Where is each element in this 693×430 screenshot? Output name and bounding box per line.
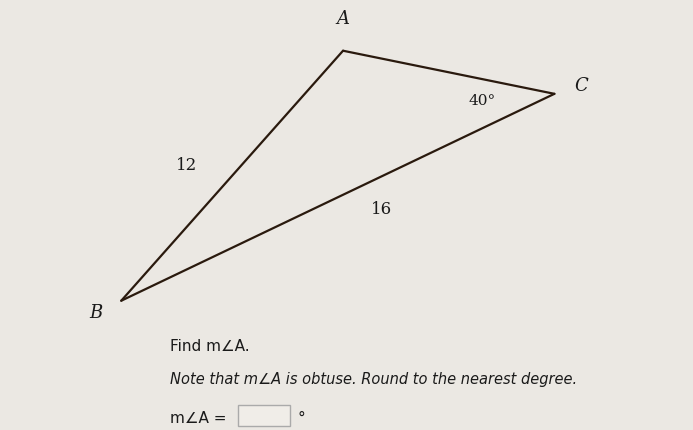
Text: A: A — [337, 10, 349, 28]
Text: 16: 16 — [371, 200, 392, 217]
Text: B: B — [89, 303, 103, 321]
Text: Find m∠A.: Find m∠A. — [170, 339, 249, 353]
Text: 40°: 40° — [468, 94, 495, 108]
Text: 12: 12 — [176, 157, 198, 174]
Text: m∠A =: m∠A = — [170, 410, 227, 424]
Text: °: ° — [298, 410, 306, 424]
Text: C: C — [574, 77, 588, 95]
Text: Note that m∠A is obtuse. Round to the nearest degree.: Note that m∠A is obtuse. Round to the ne… — [170, 371, 577, 386]
FancyBboxPatch shape — [238, 405, 290, 426]
